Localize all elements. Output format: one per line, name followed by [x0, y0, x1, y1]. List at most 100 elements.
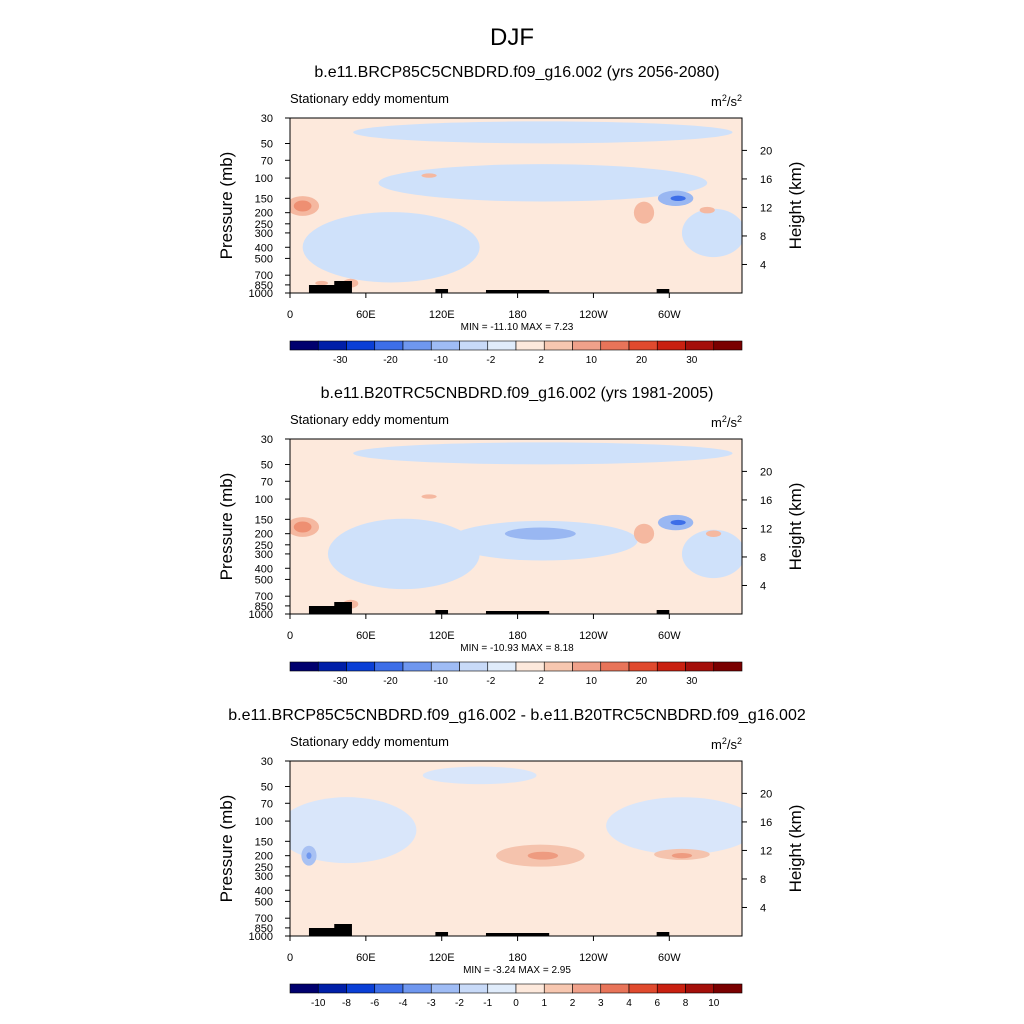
colorbar-swatch — [487, 661, 517, 672]
min-max-stats: MIN = -3.24 MAX = 2.95 — [463, 965, 571, 976]
pressure-tick-label: 700 — [255, 913, 273, 925]
colorbar-label: -3 — [427, 998, 436, 1009]
y-axis-label: Pressure (mb) — [217, 473, 236, 581]
colorbar-label: -10 — [433, 355, 448, 366]
colorbar-swatch — [515, 983, 545, 994]
colorbar-swatch — [628, 661, 658, 672]
colorbar-label: -2 — [486, 355, 495, 366]
contour-region — [448, 520, 638, 561]
pressure-tick-label: 400 — [255, 885, 273, 897]
lon-tick-label: 120E — [429, 630, 455, 642]
units-part-3: 2 — [737, 736, 742, 746]
contour-field — [290, 118, 742, 293]
pressure-tick-label: 300 — [255, 549, 273, 561]
colorbar-swatch — [289, 983, 319, 994]
colorbar-swatch — [713, 661, 743, 672]
pressure-tick-label: 850 — [255, 280, 273, 292]
y2-axis-label: Height (km) — [786, 162, 805, 250]
colorbar-swatch — [572, 983, 602, 994]
colorbar-label: -30 — [333, 676, 348, 687]
pressure-tick-label: 850 — [255, 923, 273, 935]
lon-tick-label: 120E — [429, 952, 455, 964]
plot-frame — [289, 117, 743, 294]
colorbar-swatch — [713, 983, 743, 994]
colorbar-swatch — [374, 661, 404, 672]
pressure-tick-label: 1000 — [249, 931, 273, 943]
units-part-3: 2 — [737, 414, 742, 424]
contour-region — [527, 851, 559, 860]
contour-region — [293, 200, 312, 212]
lon-tick-label: 60W — [658, 952, 681, 964]
min-max-stats: MIN = -10.93 MAX = 8.18 — [460, 643, 574, 654]
colorbar-label: 1 — [541, 998, 547, 1009]
contour-region — [378, 164, 708, 202]
lon-tick-label: 0 — [287, 630, 293, 642]
topography — [485, 933, 550, 936]
lon-tick-label: 60E — [356, 309, 376, 321]
colorbar-label: 30 — [686, 676, 698, 687]
contour-region — [353, 442, 733, 465]
lon-tick-label: 180 — [508, 630, 526, 642]
contour-region — [670, 195, 686, 201]
lon-tick-label: 180 — [508, 952, 526, 964]
colorbar-label: -10 — [311, 998, 326, 1009]
topography — [656, 289, 670, 293]
pressure-tick-label: 300 — [255, 228, 273, 240]
panel-title: b.e11.BRCP85C5CNBDRD.f09_g16.002 (yrs 20… — [314, 64, 719, 81]
panel-subtitle: Stationary eddy momentum — [290, 412, 449, 427]
height-tick-label: 16 — [760, 174, 772, 186]
topography — [308, 285, 339, 293]
pressure-tick-label: 850 — [255, 601, 273, 613]
units-part-3: 2 — [737, 93, 742, 103]
colorbar-swatch — [487, 340, 517, 351]
units-part-1: 2 — [722, 736, 727, 746]
contour-region — [315, 280, 328, 286]
lon-tick-label: 60E — [356, 952, 376, 964]
colorbar-swatch — [402, 340, 432, 351]
units-part-0: m — [711, 415, 722, 430]
y2-axis-label: Height (km) — [786, 805, 805, 893]
pressure-tick-label: 400 — [255, 242, 273, 254]
colorbar-swatch — [289, 661, 319, 672]
topography — [435, 289, 449, 293]
pressure-tick-label: 30 — [261, 756, 273, 768]
colorbar-swatch — [402, 661, 432, 672]
height-tick-label: 20 — [760, 466, 772, 478]
pressure-tick-label: 50 — [261, 138, 273, 150]
y2-axis-label: Height (km) — [786, 483, 805, 571]
lon-tick-label: 120W — [579, 309, 608, 321]
colorbar-swatch — [459, 983, 489, 994]
colorbar-swatch — [685, 661, 715, 672]
contour-region — [670, 519, 686, 526]
pressure-tick-label: 70 — [261, 476, 273, 488]
contour-field — [290, 439, 742, 614]
topography — [656, 932, 670, 936]
colorbar-label: -20 — [383, 355, 398, 366]
y-axis-label: Pressure (mb) — [217, 795, 236, 903]
units-part-0: m — [711, 94, 722, 109]
pressure-tick-label: 100 — [255, 494, 273, 506]
pressure-tick-label: 500 — [255, 896, 273, 908]
colorbar-swatch — [430, 661, 460, 672]
contour-field — [290, 761, 742, 936]
topography — [435, 932, 449, 936]
colorbar-swatch — [346, 340, 376, 351]
colorbar-label: 30 — [686, 355, 698, 366]
units-part-1: 2 — [722, 93, 727, 103]
colorbar-swatch — [402, 983, 432, 994]
colorbar-swatch — [487, 983, 517, 994]
panel-title: b.e11.BRCP85C5CNBDRD.f09_g16.002 - b.e11… — [228, 707, 806, 724]
colorbar-label: 20 — [636, 355, 648, 366]
contour-region — [705, 530, 722, 537]
contour-region — [633, 523, 655, 544]
colorbar-swatch — [430, 340, 460, 351]
units-part-2: /s — [727, 737, 738, 752]
figure-title: DJF — [490, 24, 534, 51]
pressure-tick-label: 700 — [255, 591, 273, 603]
pressure-tick-label: 250 — [255, 862, 273, 874]
pressure-tick-label: 150 — [255, 836, 273, 848]
contour-region — [353, 121, 733, 144]
colorbar-swatch — [289, 340, 319, 351]
units-label: m2/s2 — [711, 414, 742, 430]
topography — [334, 281, 352, 293]
